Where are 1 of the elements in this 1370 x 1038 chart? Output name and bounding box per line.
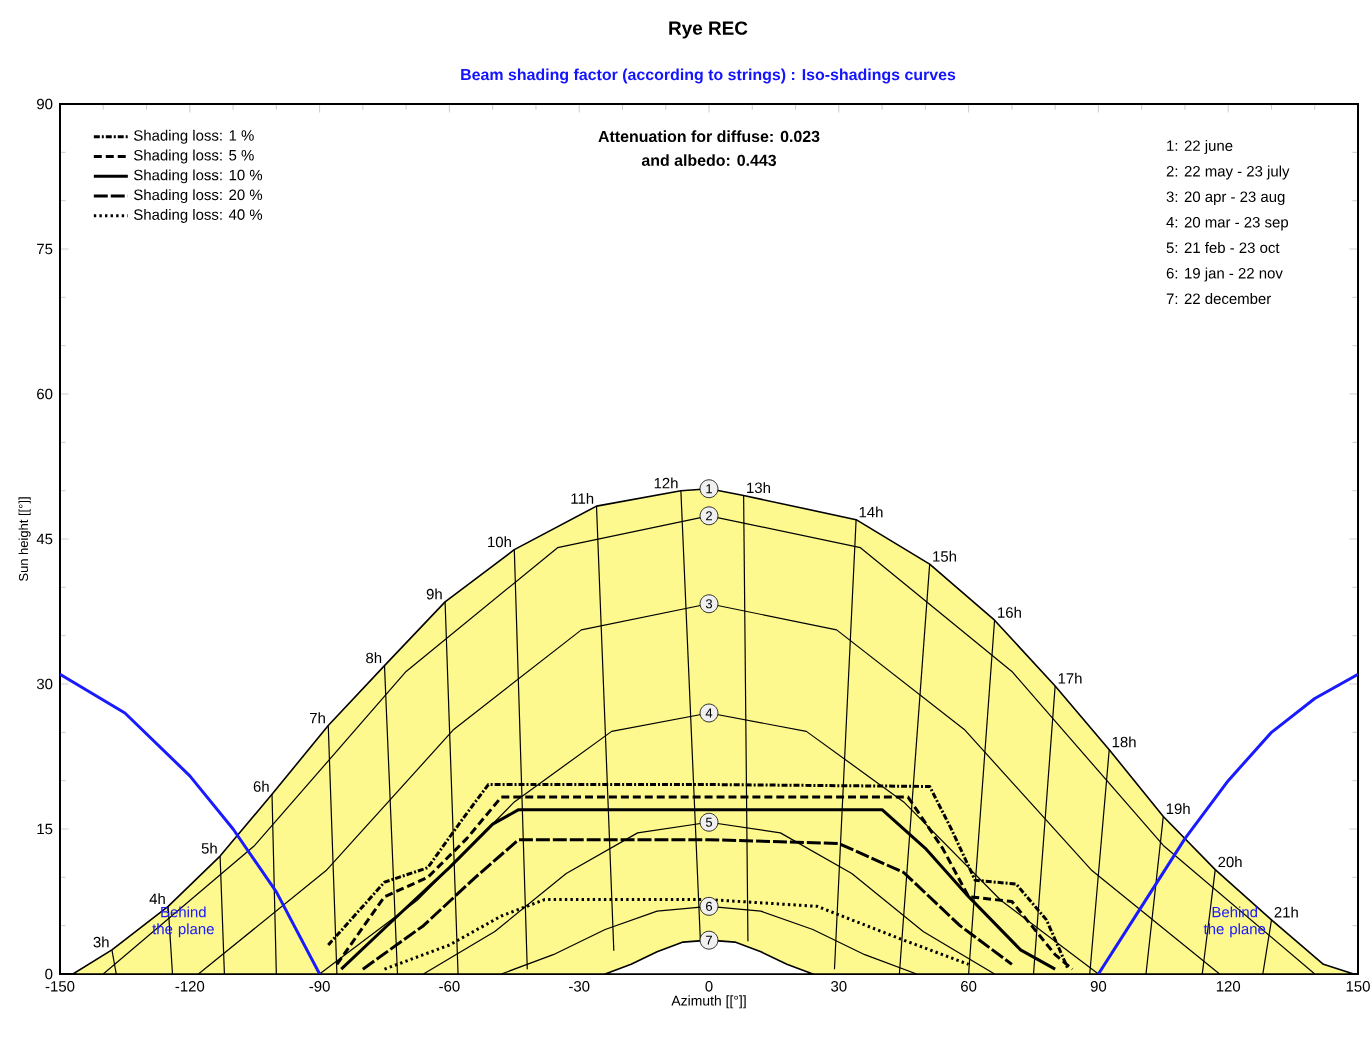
chart-title: Rye REC	[669, 21, 748, 39]
